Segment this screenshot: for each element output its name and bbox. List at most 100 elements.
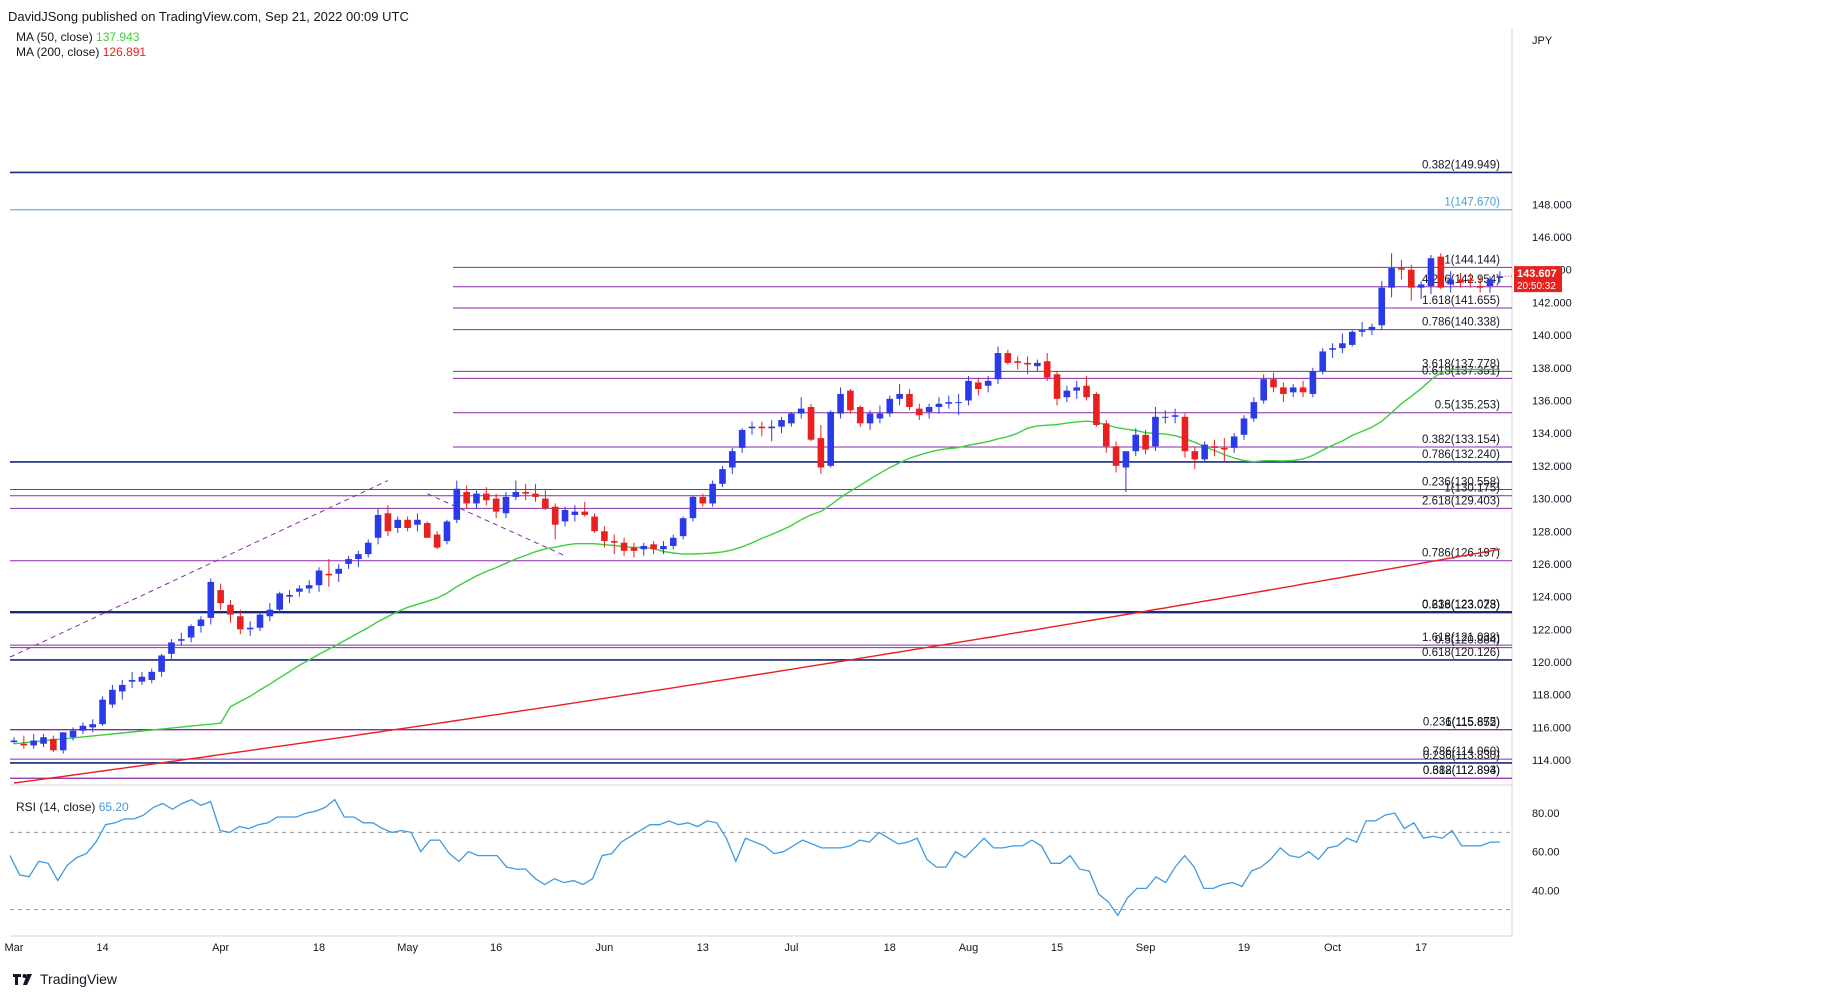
candle[interactable] xyxy=(1132,428,1140,457)
candle[interactable] xyxy=(217,583,224,610)
candle[interactable] xyxy=(492,493,500,519)
candle[interactable] xyxy=(1280,382,1287,403)
candle[interactable] xyxy=(237,609,244,635)
candle[interactable] xyxy=(679,516,687,540)
candle[interactable] xyxy=(542,490,549,511)
candle[interactable] xyxy=(925,403,933,419)
candle[interactable] xyxy=(1339,333,1346,354)
candle[interactable] xyxy=(118,680,126,700)
candle[interactable] xyxy=(827,410,835,468)
candle[interactable] xyxy=(1083,375,1090,401)
candle[interactable] xyxy=(325,559,333,587)
candle[interactable] xyxy=(1161,410,1169,424)
candle[interactable] xyxy=(473,490,480,509)
candle[interactable] xyxy=(404,516,411,532)
candle[interactable] xyxy=(315,567,323,592)
candle[interactable] xyxy=(286,590,293,604)
candle[interactable] xyxy=(630,542,638,558)
candle[interactable] xyxy=(463,485,470,509)
candle[interactable] xyxy=(610,534,618,555)
candle[interactable] xyxy=(69,727,77,741)
candle[interactable] xyxy=(1270,372,1277,393)
candle[interactable] xyxy=(866,410,874,430)
candle[interactable] xyxy=(660,541,667,555)
candle[interactable] xyxy=(748,421,756,435)
candle[interactable] xyxy=(443,519,451,545)
candle[interactable] xyxy=(650,541,657,555)
candle[interactable] xyxy=(1102,420,1110,453)
candle[interactable] xyxy=(1073,380,1081,399)
candle[interactable] xyxy=(1260,374,1267,404)
candle[interactable] xyxy=(955,393,962,416)
candle[interactable] xyxy=(699,493,707,507)
candle[interactable] xyxy=(177,632,185,646)
candle[interactable] xyxy=(758,421,766,437)
candle[interactable] xyxy=(1201,441,1208,463)
candle[interactable] xyxy=(965,375,972,406)
candle[interactable] xyxy=(227,599,234,623)
candle[interactable] xyxy=(1496,271,1504,283)
candle[interactable] xyxy=(975,377,982,396)
candle[interactable] xyxy=(935,397,943,414)
candle[interactable] xyxy=(1319,348,1327,375)
candle[interactable] xyxy=(778,416,785,434)
candle[interactable] xyxy=(345,555,352,569)
candle[interactable] xyxy=(256,611,264,631)
candle[interactable] xyxy=(384,505,392,537)
candle[interactable] xyxy=(847,389,854,414)
candle[interactable] xyxy=(423,521,431,538)
candle[interactable] xyxy=(906,389,913,411)
candle[interactable] xyxy=(138,671,146,685)
rsi-legend[interactable]: RSI (14, close) 65.20 xyxy=(16,800,129,814)
candle[interactable] xyxy=(1427,254,1435,295)
candle[interactable] xyxy=(1388,253,1395,298)
candle[interactable] xyxy=(719,465,726,488)
candle[interactable] xyxy=(59,732,67,754)
candle[interactable] xyxy=(40,733,47,748)
candle[interactable] xyxy=(276,591,283,613)
candle[interactable] xyxy=(394,516,402,533)
candle[interactable] xyxy=(807,403,815,442)
candle[interactable] xyxy=(1004,349,1012,365)
candle[interactable] xyxy=(1398,259,1405,280)
candle[interactable] xyxy=(571,505,579,522)
candle[interactable] xyxy=(532,483,539,502)
candle[interactable] xyxy=(30,733,37,749)
candle[interactable] xyxy=(1093,392,1100,427)
candle[interactable] xyxy=(729,447,736,475)
candle[interactable] xyxy=(1437,253,1445,290)
candle[interactable] xyxy=(1289,384,1297,398)
candle[interactable] xyxy=(817,424,825,475)
candle[interactable] xyxy=(1240,415,1248,440)
candle[interactable] xyxy=(689,495,697,522)
candle[interactable] xyxy=(1112,441,1120,473)
ma50-legend[interactable]: MA (50, close) 137.943 xyxy=(16,30,139,44)
candle[interactable] xyxy=(158,653,165,677)
candle[interactable] xyxy=(591,513,598,533)
candle[interactable] xyxy=(984,375,992,393)
candle[interactable] xyxy=(109,684,116,708)
candle[interactable] xyxy=(128,671,136,689)
candle[interactable] xyxy=(433,531,441,550)
candle[interactable] xyxy=(1122,451,1130,493)
candle[interactable] xyxy=(79,722,87,734)
candle[interactable] xyxy=(1299,380,1307,398)
candle[interactable] xyxy=(305,580,313,594)
candle[interactable] xyxy=(640,542,648,556)
candle[interactable] xyxy=(335,563,343,582)
candle[interactable] xyxy=(1348,330,1356,347)
candle[interactable] xyxy=(1211,439,1218,457)
candle[interactable] xyxy=(1417,281,1425,300)
candle[interactable] xyxy=(797,397,805,419)
candle[interactable] xyxy=(1368,323,1376,336)
candle[interactable] xyxy=(1053,371,1061,406)
candle[interactable] xyxy=(561,506,569,527)
candle[interactable] xyxy=(669,534,677,550)
candle[interactable] xyxy=(148,668,156,684)
candle[interactable] xyxy=(1191,446,1199,470)
candle[interactable] xyxy=(581,501,589,517)
candle[interactable] xyxy=(1221,438,1228,461)
candle[interactable] xyxy=(483,487,490,506)
candle[interactable] xyxy=(1171,408,1179,424)
candle[interactable] xyxy=(1358,322,1366,337)
